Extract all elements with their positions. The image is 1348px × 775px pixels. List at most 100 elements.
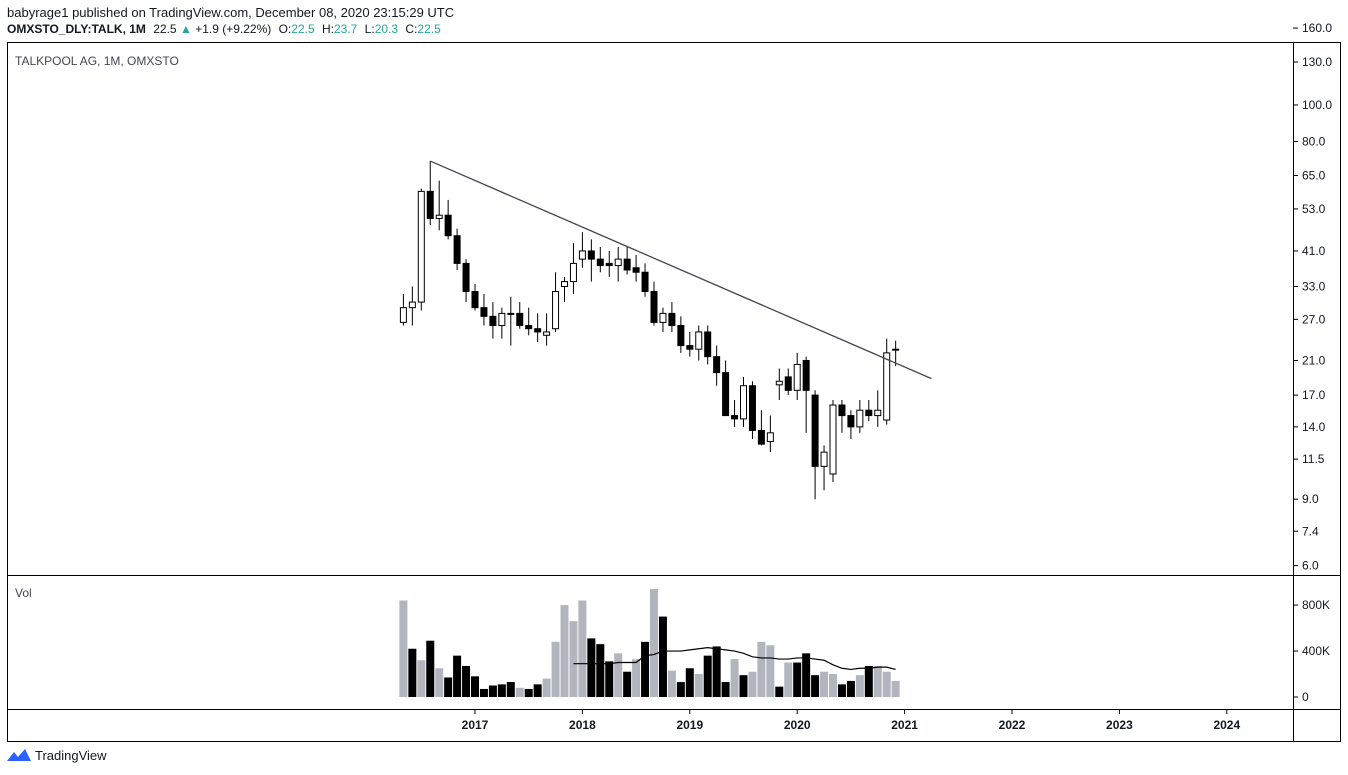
volume-bar [426,640,435,697]
price-tick-label: 7.4 [1302,524,1319,538]
volume-bar [399,600,408,697]
candle-body [552,291,560,330]
volume-bar [506,682,515,697]
trendline-layer[interactable] [429,160,932,380]
volume-bar [784,662,793,697]
volume-bar [757,641,766,697]
candle-body [641,271,649,293]
volume-bar [721,682,730,697]
volume-bar [623,671,632,697]
candle-body [650,291,658,323]
candle-body [802,359,810,391]
candle-body [516,312,524,327]
candle-body [614,258,622,267]
volume-bar [676,682,685,697]
candle-body [569,262,577,283]
volume-bar [515,687,524,697]
candle-body [695,331,703,350]
price-tick-label: 160.0 [1302,21,1332,35]
candle-body [677,325,685,347]
candle-body [525,325,533,330]
candle-body [480,307,488,317]
time-axis: 2017 2018 2019 2020 2021 2022 2023 2024 [462,709,1240,732]
volume-bar [524,688,533,697]
brand-name: TradingView [35,747,107,763]
candle-body [659,312,667,323]
open-label: O: [278,22,292,36]
volume-bar [837,684,846,697]
volume-bar [471,676,479,697]
candle-body [417,190,425,303]
close-label: C: [405,22,418,36]
volume-bar [829,674,837,697]
time-tick-label: 2022 [999,718,1026,732]
time-tick-label: 2023 [1106,718,1133,732]
volume-series [399,589,900,697]
volume-tick-label: 0 [1302,690,1309,704]
time-tick-label: 2024 [1213,718,1240,732]
volume-bar [864,665,873,697]
candle-body [740,385,747,420]
volume-axis: 800K 400K 0 [1293,598,1330,704]
footer-brand[interactable]: TradingView [6,747,107,763]
price-tick-label: 6.0 [1302,559,1319,573]
candle-body [578,250,586,260]
candle-body [453,235,461,264]
price-change: +1.9 (+9.22%) [195,22,272,36]
volume-bar [605,661,614,697]
volume-bar [488,685,497,697]
high-label: H: [321,22,334,36]
volume-bar [444,677,453,697]
price-tick-label: 130.0 [1302,55,1332,69]
candle-body [731,415,739,420]
volume-bar [542,678,551,697]
candle-body [865,409,873,417]
author-name[interactable]: babyrage1 [7,5,69,20]
candle-body [408,301,416,309]
volume-bar [453,655,462,697]
last-price: 22.5 [153,22,177,36]
volume-bar [820,671,829,697]
candle-body [444,214,452,237]
time-tick-label: 2021 [891,718,918,732]
candle-body [829,404,837,475]
candle-body [471,291,479,309]
volume-ma-layer [573,646,896,671]
volume-bar [802,653,811,697]
volume-pane-title: Vol [15,586,32,600]
candle-body [847,415,855,428]
candle-body [605,262,613,267]
volume-bar [766,645,775,697]
symbol-name: OMXSTO_DLY:TALK, 1M [7,22,146,36]
candle-body [784,376,792,391]
volume-bar [497,684,506,697]
volume-bar [479,688,488,697]
candle-body [892,348,900,351]
candle-body [623,258,631,271]
volume-bar [748,671,757,697]
volume-bar [641,641,650,697]
chart-frame [7,42,1341,742]
volume-bar [560,605,569,697]
volume-bar [596,644,605,697]
candle-body [838,404,846,417]
candle-body [856,409,864,428]
volume-bar [578,600,587,697]
volume-bar [730,659,739,697]
volume-bar [533,684,542,697]
tradingview-logo-icon [7,749,31,761]
trendline [429,160,932,380]
volume-bar [462,665,471,697]
volume-bar [846,680,855,697]
candle-body [426,190,434,219]
candle-body [596,258,604,267]
volume-bar [408,648,417,697]
price-tick-label: 11.5 [1302,452,1325,466]
time-tick-label: 2020 [784,718,811,732]
candle-body [811,394,819,467]
price-tick-label: 33.0 [1302,279,1326,293]
low-value: 20.3 [374,22,399,36]
volume-bar [685,668,694,697]
candle-body [668,312,676,327]
